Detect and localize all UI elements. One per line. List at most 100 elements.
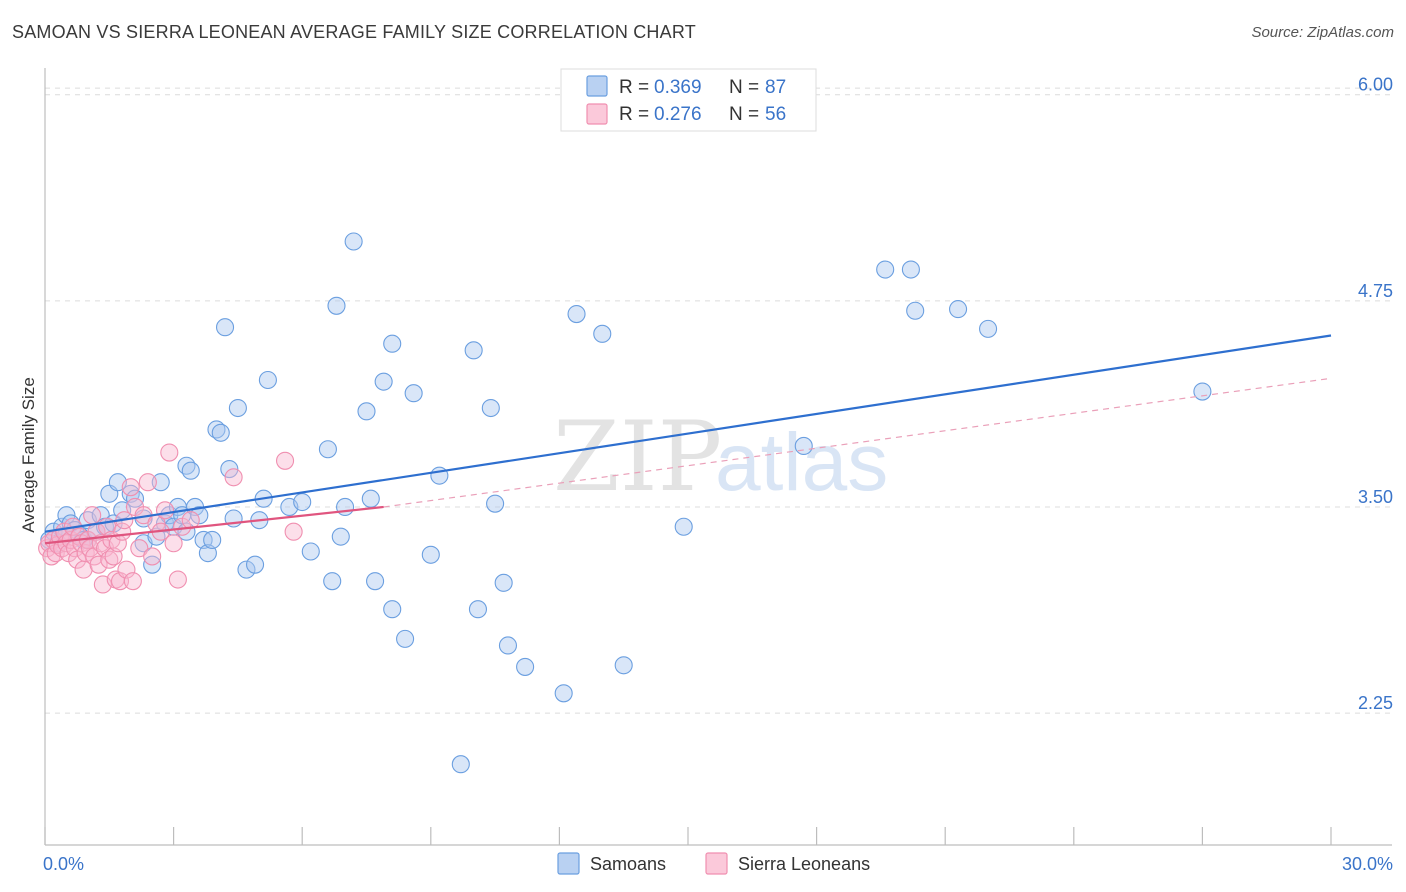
samoans-point-66 [404, 384, 423, 403]
y-tick-label-1: 3.50 [1358, 487, 1393, 507]
series-legend: Samoans Sierra Leoneans [557, 852, 870, 875]
samoans-point-59 [357, 402, 376, 421]
legend-r-label-2: R = [619, 104, 649, 125]
legend-swatch-sierra-leoneans [586, 103, 608, 125]
samoans-point-53 [318, 440, 337, 459]
legend-r-value-samoans: 0.369 [654, 77, 702, 98]
samoans-point-58 [344, 232, 363, 251]
sierra-leoneans-trend-extension [383, 377, 1332, 508]
samoans-point-25 [151, 473, 170, 492]
sierra-leoneans-point-24 [89, 555, 108, 574]
samoans-point-63 [383, 334, 402, 353]
legend-n-value-samoans: 87 [765, 77, 786, 98]
legend-r-value-sierra-leoneans: 0.276 [654, 104, 702, 125]
bottom-legend-label-sierra-leoneans: Sierra Leoneans [738, 854, 870, 874]
axes [44, 68, 1392, 846]
samoans-point-45 [237, 560, 256, 579]
samoans-point-79 [593, 324, 612, 343]
samoans-point-71 [468, 600, 488, 619]
legend-n-label-2: N = [729, 104, 759, 125]
samoans-point-65 [396, 629, 415, 648]
x-tick-label-1: 30.0% [1342, 854, 1393, 874]
samoans-point-82 [794, 436, 813, 456]
samoans-point-60 [361, 489, 380, 508]
samoans-point-54 [323, 572, 342, 591]
sierra-leoneans-point-48 [160, 443, 179, 462]
sierra-leoneans-point-20 [80, 539, 100, 558]
bottom-legend-swatch-sierra-leoneans [705, 852, 728, 875]
samoans-point-72 [481, 398, 500, 418]
samoans-trend-line [44, 334, 1332, 533]
samoans-point-56 [331, 527, 350, 546]
sierra-leoneans-point-54 [276, 451, 295, 470]
sierra-leoneans-point-38 [121, 478, 140, 497]
chart-title: SAMOAN VS SIERRA LEONEAN AVERAGE FAMILY … [12, 22, 696, 42]
sierra-leoneans-point-44 [143, 547, 162, 566]
y-tick-label-2: 4.75 [1358, 281, 1393, 301]
sierra-leoneans-point-43 [138, 473, 157, 492]
bottom-legend-label-samoans: Samoans [590, 854, 666, 874]
samoans-point-85 [906, 301, 925, 320]
samoans-point-41 [215, 318, 235, 337]
samoans-point-80 [614, 656, 633, 675]
samoans-point-62 [374, 372, 393, 391]
samoans-point-87 [979, 319, 998, 338]
samoans-point-86 [949, 300, 968, 319]
samoans-point-70 [464, 341, 483, 360]
sierra-leoneans-point-55 [284, 522, 303, 541]
samoans-point-51 [293, 492, 312, 512]
legend-n-value-sierra-leoneans: 56 [765, 104, 786, 125]
samoans-point-88 [1193, 382, 1212, 401]
samoans-point-55 [327, 296, 346, 315]
sierra-leoneans-point-50 [168, 570, 187, 589]
samoans-point-84 [901, 260, 920, 279]
legend-swatch-samoans [586, 75, 608, 97]
x-tick-label-0: 0.0% [43, 854, 84, 874]
samoans-point-52 [301, 542, 320, 561]
tick-labels: 2.25 3.50 4.75 6.00 0.0% 30.0% [43, 75, 1393, 874]
correlation-legend: R = 0.369 N = 87 R = 0.276 N = 56 [560, 68, 817, 132]
y-tick-label-3: 6.00 [1358, 75, 1393, 95]
samoans-point-38 [203, 530, 222, 549]
samoans-point-57 [336, 497, 355, 517]
sierra-leoneans-point-34 [110, 572, 130, 591]
sierra-leoneans-point-37 [117, 560, 136, 579]
samoans-point-75 [498, 636, 518, 655]
sierra-leoneans-point-39 [123, 572, 142, 591]
samoans-point-64 [383, 600, 402, 619]
samoans-point-46 [245, 555, 265, 574]
sierra-leoneans-trend-line [44, 505, 384, 545]
samoans-point-76 [516, 657, 535, 676]
sierra-leoneans-points [38, 443, 303, 594]
samoans-point-42 [220, 459, 239, 479]
samoans-point-33 [181, 461, 200, 480]
trend-lines [44, 334, 1332, 545]
sierra-leoneans-point-47 [155, 501, 175, 520]
samoans-point-40 [211, 423, 230, 442]
y-tick-label-0: 2.25 [1358, 693, 1393, 713]
samoans-point-83 [876, 260, 895, 279]
y-axis-label: Average Family Size [19, 377, 38, 533]
watermark-atlas: atlas [715, 417, 888, 508]
source-credit: Source: ZipAtlas.com [1251, 24, 1394, 41]
watermark-zip: ZIP [553, 401, 722, 513]
sierra-leoneans-point-41 [130, 539, 149, 558]
samoans-point-44 [228, 398, 247, 418]
samoans-point-77 [554, 684, 573, 703]
sierra-leoneans-point-49 [164, 534, 183, 553]
samoans-point-61 [366, 572, 385, 591]
samoans-point-69 [451, 755, 470, 774]
samoans-point-74 [494, 573, 513, 592]
samoans-point-73 [486, 494, 505, 513]
sierra-leoneans-point-53 [224, 468, 243, 487]
samoans-point-67 [421, 545, 440, 564]
samoans-point-35 [190, 506, 209, 525]
samoans-point-78 [567, 304, 586, 324]
samoans-point-81 [674, 517, 693, 536]
bottom-legend-swatch-samoans [557, 852, 580, 875]
legend-n-label-1: N = [729, 77, 759, 98]
samoans-point-49 [258, 370, 277, 390]
sierra-leoneans-point-21 [83, 506, 102, 525]
legend-r-label-1: R = [619, 77, 649, 98]
